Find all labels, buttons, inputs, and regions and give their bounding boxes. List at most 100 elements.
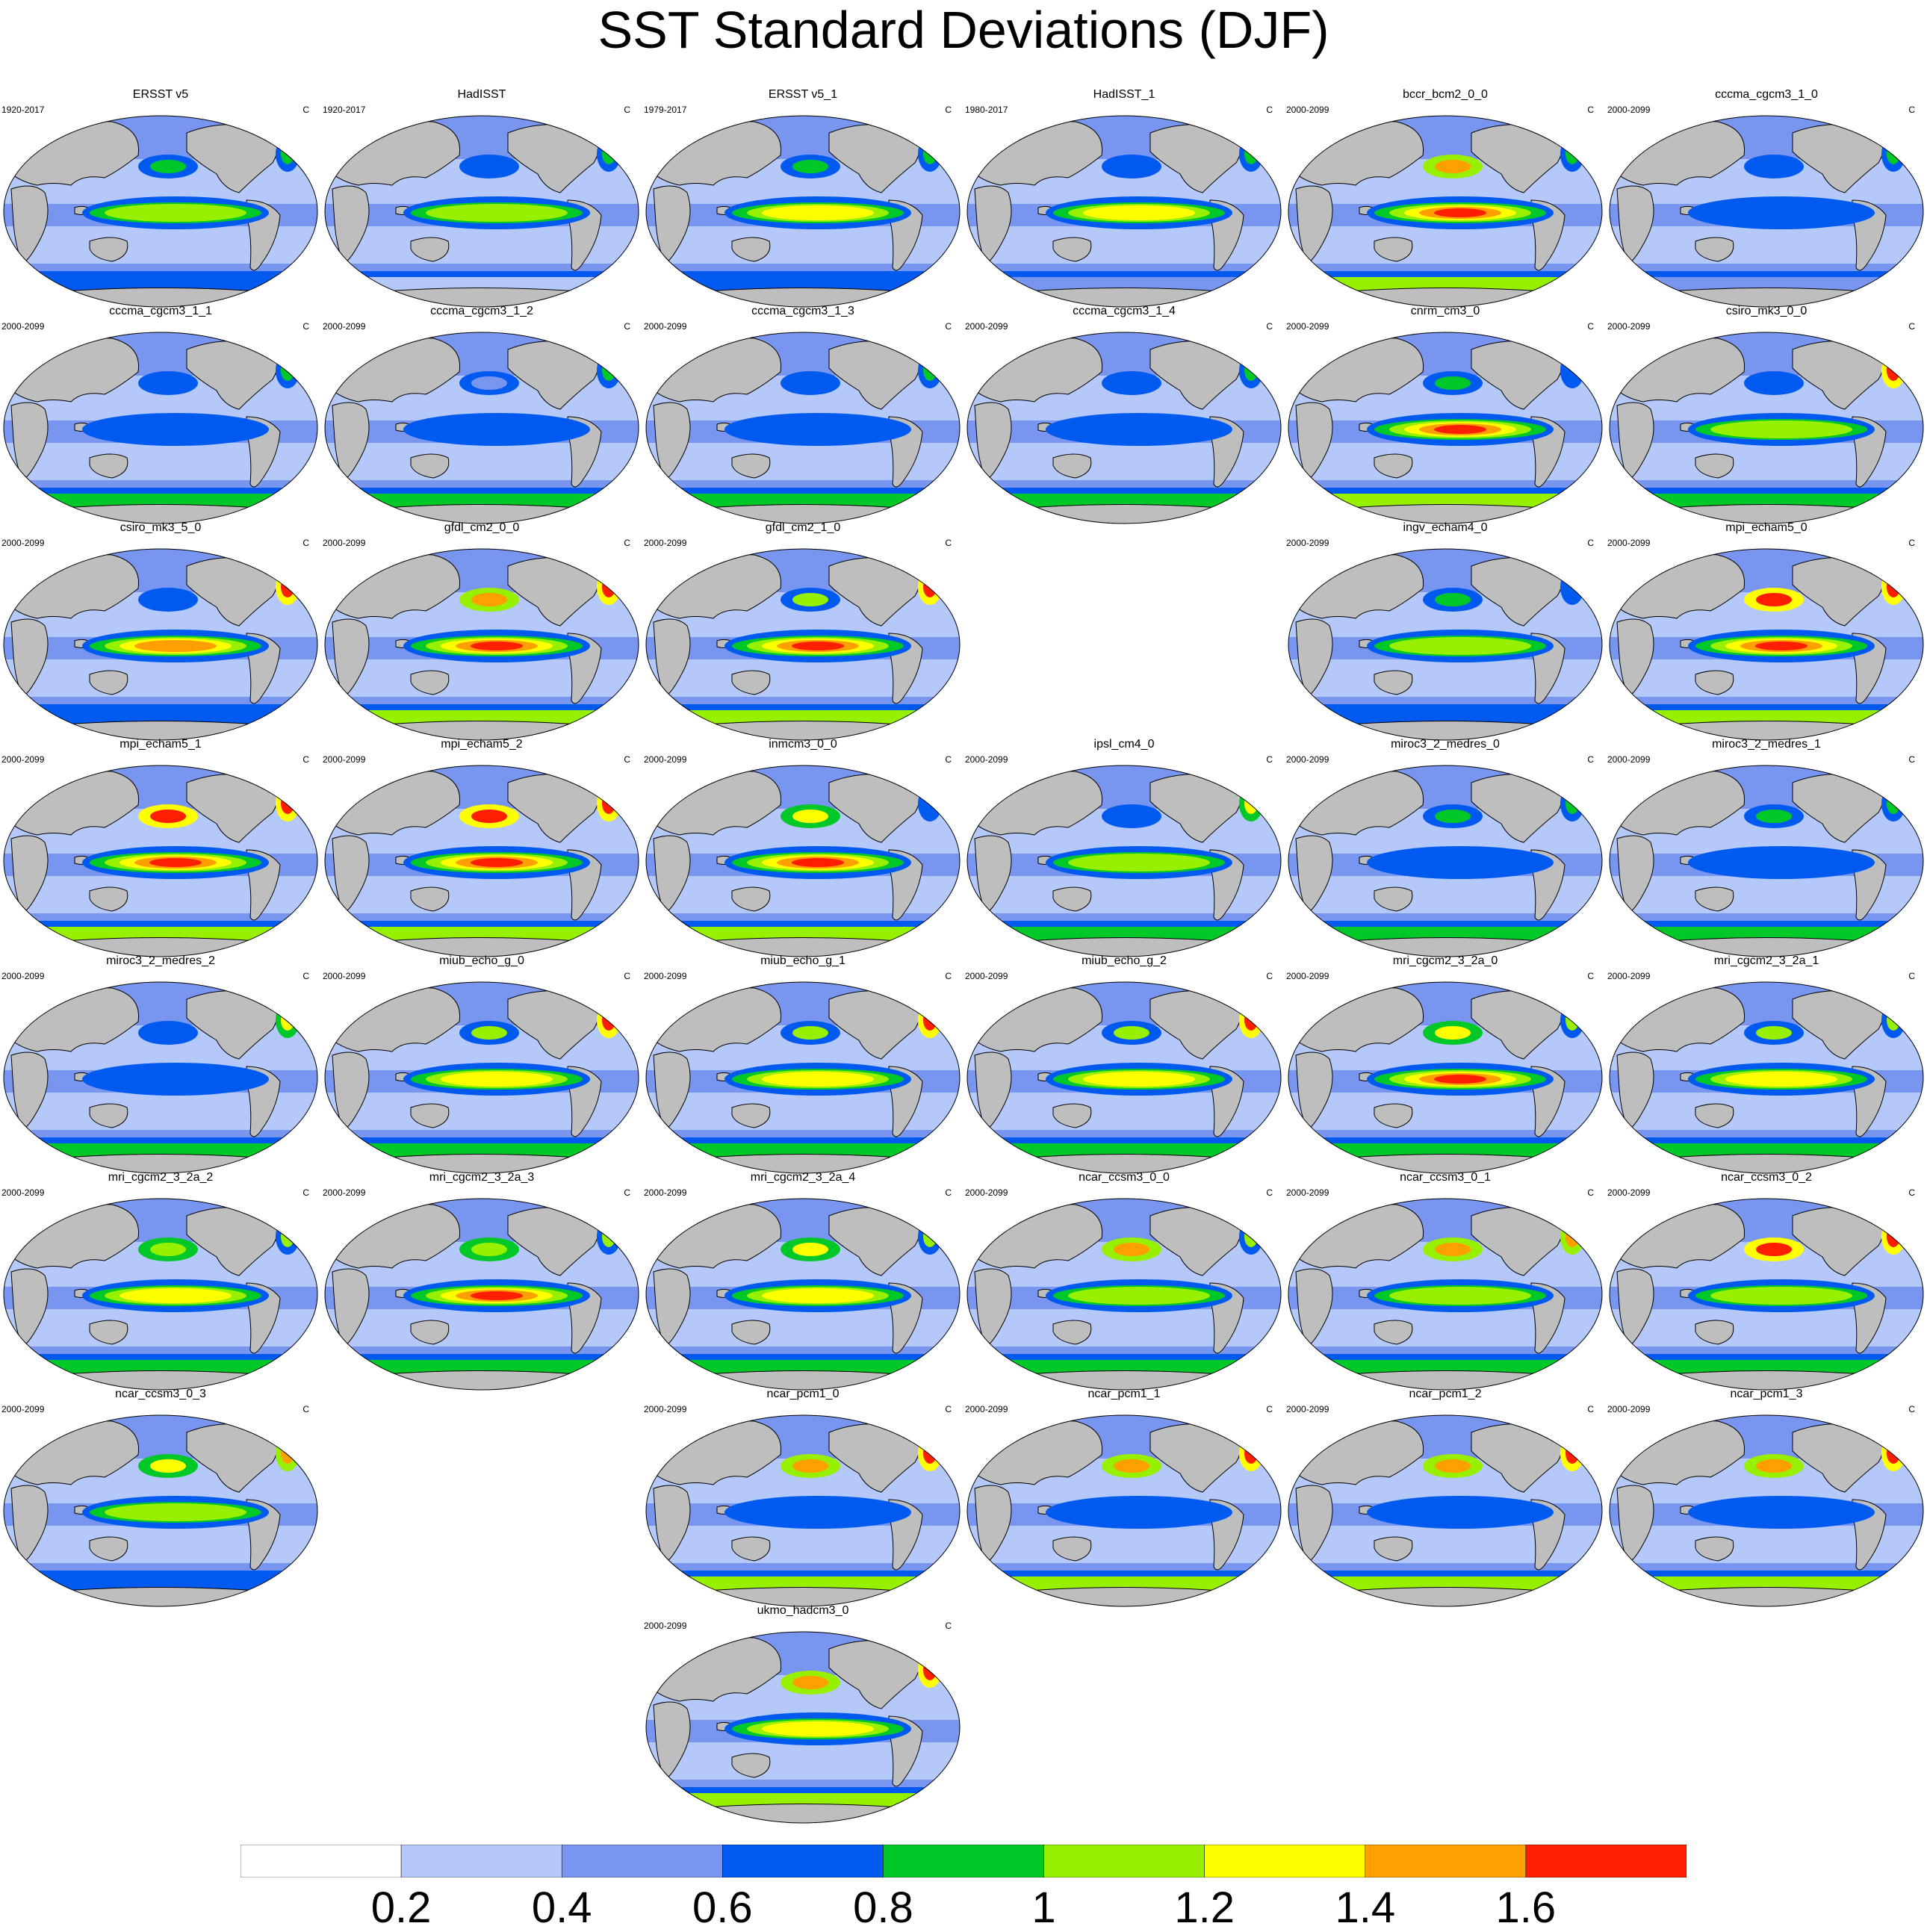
land-mass (1258, 338, 1276, 361)
map-plot (1288, 1198, 1603, 1391)
north-atlantic-anomaly (1239, 1002, 1263, 1038)
map-plot (1609, 765, 1924, 957)
panel-period: 2000-2099 (644, 1404, 687, 1414)
north-pacific-anomaly (1114, 810, 1149, 823)
nino-anomaly (105, 204, 246, 222)
north-atlantic-anomaly (1566, 143, 1579, 164)
nino-anomaly (1688, 196, 1875, 229)
north-atlantic-anomaly (597, 1219, 621, 1255)
panel-unit: C (302, 1404, 309, 1414)
land-mass (1695, 237, 1734, 262)
nino-anomaly (1725, 1072, 1837, 1087)
map-outline (645, 981, 961, 1174)
north-atlantic-anomaly (1881, 569, 1905, 605)
nino-anomaly (1434, 1075, 1486, 1084)
panel-unit: C (302, 1187, 309, 1198)
panel-title: csiro_mk3_5_0 (120, 521, 202, 534)
map-panel: cccma_cgcm3_1_4 2000-2099 C (964, 305, 1285, 524)
map-outline (645, 765, 961, 957)
panel-title: HadISST_1 (1093, 88, 1155, 101)
map-panel: ncar_ccsm3_0_3 2000-2099 C (0, 1388, 321, 1607)
land-mass (1695, 1103, 1734, 1128)
map-panel: miroc3_2_medres_2 2000-2099 C (0, 954, 321, 1174)
panel-period: 2000-2099 (965, 971, 1008, 981)
southern-ocean-band (325, 488, 639, 494)
panel-title: gfdl_cm2_0_0 (444, 521, 520, 534)
land-mass (937, 1204, 955, 1227)
land-mass (1616, 1052, 1654, 1131)
land-mass (1579, 338, 1598, 361)
map-outline (324, 765, 639, 957)
colorbar-tick-label: 1.6 (1495, 1883, 1557, 1932)
north-atlantic-anomaly (923, 360, 937, 381)
panel-title: miroc3_2_medres_2 (106, 954, 215, 967)
nino-anomaly (1688, 1496, 1875, 1529)
land-mass (410, 1103, 450, 1128)
panel-unit: C (945, 105, 952, 115)
north-atlantic-anomaly (923, 143, 937, 164)
southern-ocean-band (4, 927, 317, 940)
land-mass (1258, 1420, 1276, 1444)
southern-ocean-band (1288, 494, 1602, 507)
land-mass (294, 771, 313, 794)
southern-ocean-band (967, 921, 1281, 927)
north-atlantic-anomaly (1239, 1435, 1263, 1471)
map-plot (645, 1198, 961, 1391)
southern-ocean-band (646, 704, 960, 710)
map-plot (645, 765, 961, 957)
north-atlantic-anomaly (1560, 1435, 1584, 1471)
nino-anomaly (1367, 846, 1554, 879)
nino-anomaly (471, 1291, 523, 1300)
panel-title: miub_echo_g_0 (439, 954, 524, 967)
north-atlantic-anomaly (597, 136, 621, 172)
panel-unit: C (1266, 971, 1273, 981)
north-atlantic-anomaly (276, 786, 300, 821)
southern-ocean-band (646, 277, 960, 291)
land-mass (653, 1485, 691, 1564)
map-plot (966, 1198, 1282, 1391)
panel-title: HadISST (457, 88, 506, 101)
southern-ocean-band (325, 271, 639, 277)
panel-period: 2000-2099 (1607, 754, 1651, 765)
map-panel: ncar_pcm1_0 2000-2099 C (642, 1388, 964, 1607)
north-pacific-anomaly (1756, 376, 1792, 390)
map-panel: ncar_pcm1_3 2000-2099 C (1606, 1388, 1927, 1607)
panel-unit: C (1266, 1187, 1273, 1198)
map-panel: mpi_echam5_1 2000-2099 C (0, 738, 321, 957)
north-pacific-anomaly (792, 376, 828, 390)
land-mass (1610, 1587, 1923, 1606)
map-panel: ncar_ccsm3_0_2 2000-2099 C (1606, 1171, 1927, 1391)
panel-title: ukmo_hadcm3_0 (757, 1604, 849, 1617)
north-atlantic-anomaly (1560, 786, 1584, 821)
north-atlantic-anomaly (1244, 143, 1258, 164)
panel-unit: C (624, 971, 630, 981)
southern-ocean-band (1288, 1571, 1602, 1577)
map-plot (966, 332, 1282, 524)
land-mass (653, 402, 691, 481)
north-pacific-anomaly (1114, 1026, 1149, 1040)
land-mass (731, 670, 771, 695)
panel-period: 2000-2099 (1286, 1187, 1329, 1198)
land-mass (410, 237, 450, 262)
southern-ocean-band (4, 1577, 317, 1590)
southern-ocean-band (4, 1137, 317, 1143)
map-plot (1609, 548, 1924, 741)
land-mass (10, 1268, 49, 1347)
panel-title: cccma_cgcm3_1_0 (1715, 88, 1818, 101)
north-atlantic-anomaly (1887, 1443, 1900, 1464)
land-mass (1900, 121, 1919, 144)
map-outline (645, 1414, 961, 1607)
land-mass (1695, 670, 1734, 695)
north-pacific-anomaly (1756, 810, 1792, 823)
north-atlantic-anomaly (1239, 786, 1263, 821)
map-plot (3, 1414, 318, 1607)
nino-anomaly (724, 1496, 911, 1529)
land-mass (1579, 554, 1598, 577)
north-atlantic-anomaly (1560, 1219, 1584, 1255)
land-mass (1295, 835, 1333, 914)
map-panel: mpi_echam5_2 2000-2099 C (321, 738, 642, 957)
land-mass (974, 1485, 1012, 1564)
nino-anomaly (762, 1288, 874, 1303)
map-panel: mri_cgcm2_3_2a_2 2000-2099 C (0, 1171, 321, 1391)
north-pacific-anomaly (1435, 1026, 1471, 1040)
